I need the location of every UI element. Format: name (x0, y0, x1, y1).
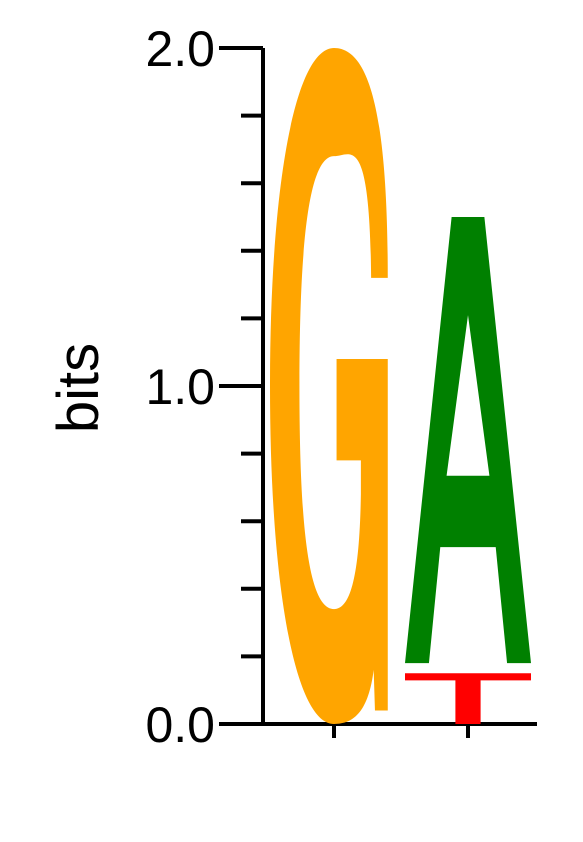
y-tick-label: 1.0 (145, 359, 215, 415)
position-stack-2 (405, 217, 531, 724)
letter-g-glyph (270, 48, 388, 724)
y-tick-label: 0.0 (145, 697, 215, 753)
y-axis: 0.0 1.0 2.0 (145, 21, 265, 753)
letter-t-glyph (405, 673, 531, 724)
letter-a-glyph (405, 217, 531, 664)
position-stack-1 (270, 48, 388, 724)
letter-stacks (270, 48, 531, 724)
y-axis-label: bits (46, 343, 111, 433)
y-tick-label: 2.0 (145, 21, 215, 77)
x-axis (263, 722, 537, 738)
